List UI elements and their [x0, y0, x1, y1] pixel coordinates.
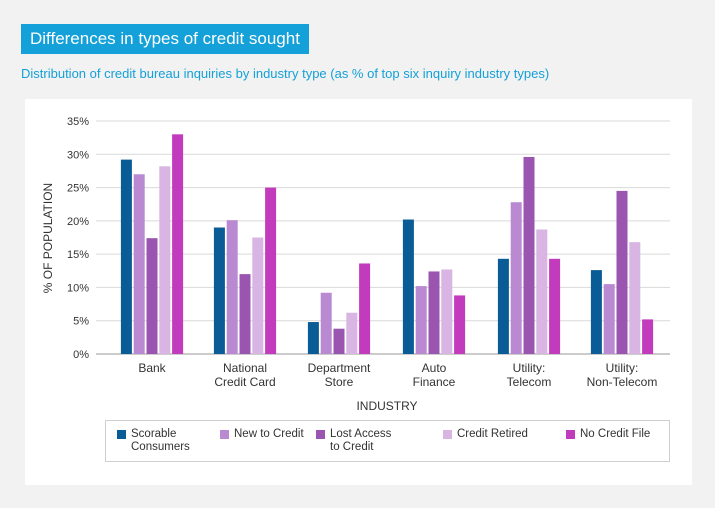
bar: [402, 219, 414, 354]
y-tick-label: 15%: [67, 249, 89, 261]
bar: [510, 202, 522, 354]
chart-subtitle: Distribution of credit bureau inquiries …: [21, 66, 550, 81]
x-category-label: Bank: [138, 361, 166, 375]
chart-title: Differences in types of credit sought: [21, 24, 309, 54]
bar: [536, 229, 548, 354]
x-category-label: Utility: Non-Telecom: [587, 361, 658, 389]
bar: [133, 174, 145, 354]
bar: [523, 156, 535, 354]
bar: [549, 258, 561, 354]
bar: [120, 159, 132, 354]
bar: [415, 286, 427, 354]
bar: [629, 242, 641, 354]
legend-label: Credit Retired: [457, 428, 528, 440]
x-axis-title: INDUSTRY: [356, 399, 417, 413]
legend-swatch: [443, 430, 452, 439]
legend-label: Lost Access to Credit: [330, 428, 392, 453]
bar: [603, 284, 615, 354]
bars: [120, 134, 654, 354]
chart-legend: Scorable Consumers New to Credit Lost Acces…: [105, 420, 670, 462]
y-tick-label: 25%: [67, 183, 89, 195]
y-tick-label: 10%: [67, 282, 89, 294]
x-axis-categories: Bank National Credit Card Department Store Au…: [138, 361, 657, 389]
bar: [172, 134, 184, 354]
bar: [333, 328, 345, 354]
bar: [213, 227, 225, 354]
bar: [239, 274, 251, 354]
y-tick-label: 20%: [67, 216, 89, 228]
bar: [616, 190, 628, 354]
legend-label: No Credit File: [580, 428, 651, 440]
x-category-label: Utility: Telecom: [507, 361, 552, 389]
bar: [346, 312, 358, 354]
y-tick-label: 5%: [73, 316, 89, 328]
bar: [265, 187, 277, 354]
x-category-label: National Credit Card: [214, 361, 275, 389]
bar: [441, 269, 453, 354]
bar: [146, 238, 158, 354]
legend-swatch: [566, 430, 575, 439]
bar: [590, 270, 602, 354]
y-axis-ticks: 0% 5% 10% 15% 20% 25% 30% 35%: [67, 116, 89, 361]
bar: [428, 271, 440, 354]
x-category-label: Auto Finance: [413, 361, 456, 389]
y-axis-title: % OF POPULATION: [41, 183, 55, 293]
legend-label: Scorable Consumers: [131, 428, 190, 453]
bar: [252, 237, 264, 354]
bar: [320, 292, 332, 354]
bar: [359, 263, 371, 354]
legend-label: New to Credit: [234, 428, 304, 440]
bar: [226, 220, 238, 354]
legend-swatch: [117, 430, 126, 439]
bar: [454, 295, 466, 354]
bar: [642, 319, 654, 354]
y-tick-label: 0%: [73, 349, 89, 361]
y-tick-label: 35%: [67, 116, 89, 128]
bar: [159, 166, 171, 354]
bar: [497, 258, 509, 354]
legend-swatch: [316, 430, 325, 439]
grid-lines: [96, 120, 670, 355]
y-tick-label: 30%: [67, 149, 89, 161]
bar: [307, 322, 319, 354]
x-category-label: Department Store: [308, 361, 371, 389]
legend-swatch: [220, 430, 229, 439]
